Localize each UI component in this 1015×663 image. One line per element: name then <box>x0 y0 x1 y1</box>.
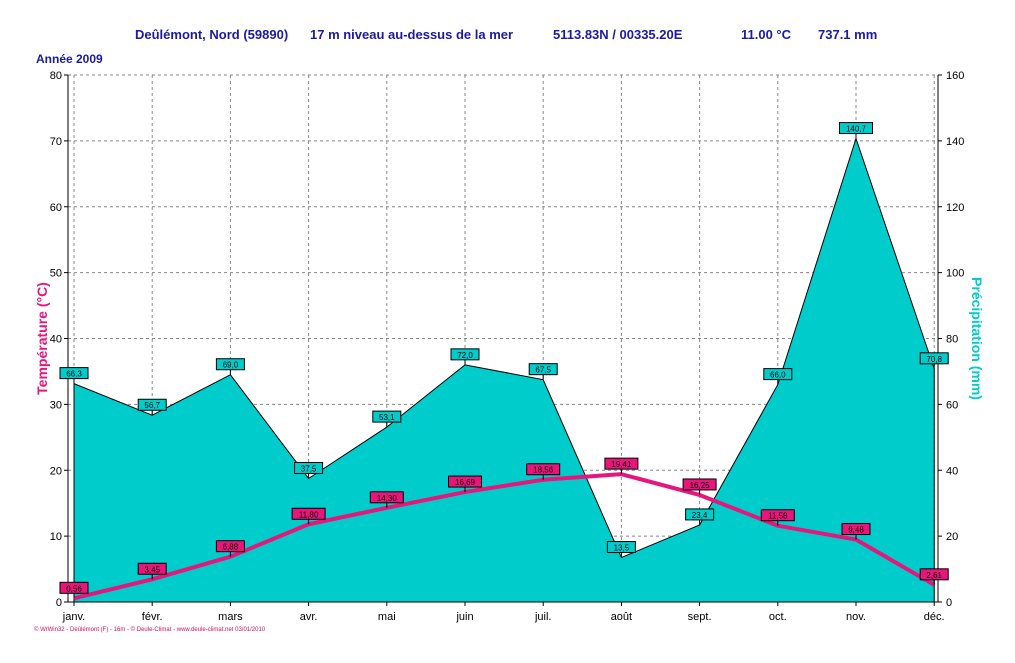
precip-label-text: 72,0 <box>457 351 473 360</box>
temp-label-box <box>682 478 717 491</box>
temp-label-box <box>59 581 89 594</box>
x-tick-label: nov. <box>846 611 866 623</box>
header-altitude: 17 m niveau au-dessus de la mer <box>310 27 514 42</box>
temp-label-box <box>919 568 949 581</box>
left-tick-label: 50 <box>50 268 62 280</box>
right-tick-label: 140 <box>946 136 964 148</box>
header-coords: 5113.83N / 00335.20E <box>553 27 683 42</box>
right-tick-label: 20 <box>946 531 958 543</box>
axes: 0 10 20 30 40 50 60 70 80 0 20 40 60 80 100 120 140 160 ja… <box>50 70 965 623</box>
right-tick-label: 120 <box>946 202 964 214</box>
precip-label-text: 23,4 <box>692 511 708 520</box>
precip-label-box <box>59 367 89 380</box>
left-tick-label: 10 <box>50 531 62 543</box>
right-tick-label: 80 <box>946 334 958 346</box>
temp-label-text: 19,41 <box>611 460 632 469</box>
left-tick-label: 60 <box>50 202 62 214</box>
precip-label-text: 67,5 <box>535 366 551 375</box>
right-tick-label: 0 <box>946 597 952 609</box>
precip-label-box <box>137 398 167 411</box>
x-tick-label: avr. <box>300 611 318 623</box>
data-labels: 66,3 56,7 69,0 37,5 53,1 72,0 67,5 13,5 23,4 66,0… <box>59 122 949 599</box>
precip-label-text: 70,8 <box>926 355 942 364</box>
y-right-title: Précipitation (mm) <box>969 277 985 400</box>
x-tick-label: mars <box>218 611 243 623</box>
footer-credit: © WrWin32 - Deûlémont (F) - 16m - © Deul… <box>34 627 266 633</box>
temp-label-text: 2,61 <box>926 571 942 580</box>
precip-label-text: 66,0 <box>770 371 786 380</box>
temp-label-text: 9,48 <box>848 526 864 535</box>
x-tick-label: juil. <box>534 611 552 623</box>
precip-label-box <box>450 348 480 361</box>
x-tick-label: janv. <box>62 611 85 623</box>
temp-label-text: 16,69 <box>455 478 476 487</box>
right-tick-label: 60 <box>946 399 958 411</box>
header-mean-temp: 11.00 °C <box>741 27 792 42</box>
x-tick-label: déc. <box>924 611 945 623</box>
temp-label-box <box>448 475 482 488</box>
precip-label-text: 56,7 <box>144 401 160 410</box>
x-tick-label: juin <box>455 611 473 623</box>
precip-area-shape <box>73 136 935 603</box>
temp-label-box <box>526 463 561 476</box>
precip-label-text: 37,5 <box>301 464 317 473</box>
precip-label-box <box>215 358 245 371</box>
right-tick-label: 40 <box>946 465 958 477</box>
temp-label-box <box>604 457 639 470</box>
header-total-precip: 737.1 mm <box>818 27 878 42</box>
left-tick-label: 0 <box>56 597 62 609</box>
precip-label-text: 140,7 <box>846 125 867 134</box>
precip-label-box <box>294 461 324 474</box>
x-tick-label: août <box>611 611 632 623</box>
precip-label-text: 53,1 <box>379 413 395 422</box>
precip-label-box <box>839 122 873 135</box>
precip-label-box <box>919 352 949 365</box>
precip-label-box <box>763 368 793 381</box>
precip-area <box>73 136 935 603</box>
left-tick-label: 40 <box>50 334 62 346</box>
temp-label-text: 16,25 <box>690 481 711 490</box>
temp-label-text: 14,30 <box>377 494 398 503</box>
temp-label-text: 18,56 <box>533 466 554 475</box>
left-tick-label: 20 <box>50 465 62 477</box>
x-tick-label: mai <box>378 611 396 623</box>
right-tick-label: 100 <box>946 268 964 280</box>
temp-label-text: 0,56 <box>66 584 82 593</box>
precip-label-text: 13,5 <box>614 544 630 553</box>
precip-label-text: 66,3 <box>66 370 82 379</box>
temp-label-box <box>291 507 326 520</box>
temp-label-text: 6,88 <box>223 543 239 552</box>
left-tick-label: 70 <box>50 136 62 148</box>
temp-label-text: 11,80 <box>299 510 319 519</box>
right-tick-label: 160 <box>946 70 964 82</box>
temp-label-box <box>841 523 871 536</box>
y-left-title: Température (°C) <box>34 282 50 395</box>
temp-label-box <box>215 540 245 553</box>
temp-label-text: 3,45 <box>144 565 160 574</box>
header-station: Deûlémont, Nord (59890) <box>135 27 289 42</box>
temp-label-text: 11,58 <box>768 512 788 521</box>
precip-label-text: 69,0 <box>223 361 239 370</box>
temp-line <box>73 472 936 601</box>
left-tick-label: 30 <box>50 399 62 411</box>
temp-label-box <box>137 562 167 575</box>
left-tick-label: 80 <box>50 70 62 82</box>
axis-titles: Température (°C) Précipitation (mm) <box>34 277 985 400</box>
precip-label-box <box>685 508 715 521</box>
x-tick-label: oct. <box>769 611 787 623</box>
temp-series-line <box>73 472 936 601</box>
precip-label-box <box>372 410 402 423</box>
year-label: Année 2009 <box>36 52 103 66</box>
precip-label-box <box>528 363 558 376</box>
x-tick-label: févr. <box>142 611 163 623</box>
temp-label-box <box>369 491 404 504</box>
x-tick-label: sept. <box>688 611 712 623</box>
temp-label-box <box>760 509 795 522</box>
precip-label-box <box>606 541 636 554</box>
